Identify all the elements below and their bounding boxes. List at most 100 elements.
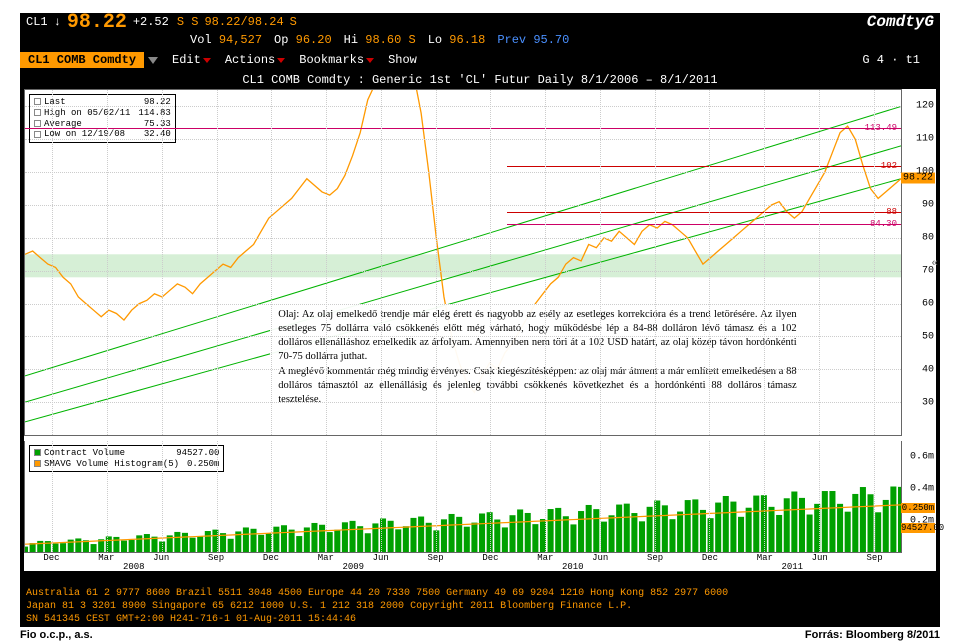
x-year: 2011 [781,562,803,572]
gridline [271,90,272,435]
menu-arrow-icon [366,58,374,63]
gridline [874,90,875,435]
gridline [25,205,901,206]
resistance-line [507,166,901,167]
x-tick: Sep [866,553,882,563]
chevrons-right-icon[interactable]: « [931,258,938,270]
menu-arrow-icon [277,58,285,63]
price-ytick: 40 [922,364,934,375]
gridline [162,90,163,435]
info-row: Contract Volume94527.00 [34,448,219,459]
info-row: SMAVG Volume Histogram(5)0.250m [34,459,219,470]
bid-ask: 98.22/98.24 [204,15,283,29]
footer-line-1: Australia 61 2 9777 8600 Brazil 5511 304… [26,587,934,600]
price-ytick: 30 [922,397,934,408]
gridline [25,304,901,305]
instrument-title[interactable]: CL1 COMB Comdty [20,52,144,68]
x-tick: Sep [427,553,443,563]
x-tick: Jun [373,553,389,563]
volume-pane[interactable]: Contract Volume94527.00SMAVG Volume Hist… [24,441,902,553]
x-year: 2009 [342,562,364,572]
lo-value: 96.18 [449,33,485,47]
price-pane[interactable]: Last98.22High on 05/02/11114.83Average75… [24,89,902,436]
vol-label: Vol [190,33,212,47]
volume-info-box: Contract Volume94527.00SMAVG Volume Hist… [29,445,224,473]
gridline [326,90,327,435]
gridline [25,402,901,403]
source-right: Forrás: Bloomberg 8/2011 [805,629,940,641]
x-tick: Mar [757,553,773,563]
header-row-2: Vol 94,527 Op 96.20 Hi 98.60 S Lo 96.18 … [20,31,940,49]
level-label: 102 [879,161,899,171]
x-year: 2008 [123,562,145,572]
chart-area: Last98.22High on 05/02/11114.83Average75… [24,89,936,571]
price-ytick: 60 [922,298,934,309]
gridline [709,441,710,552]
x-tick: Sep [208,553,224,563]
price-ytick: 100 [916,166,934,177]
gridline [655,90,656,435]
vol-ytick: 0.2m [910,515,934,526]
x-tick: Jun [592,553,608,563]
x-tick: Mar [98,553,114,563]
gridline [764,90,765,435]
chart-subheader: CL1 COMB Comdty : Generic 1st 'CL' Futur… [20,71,940,89]
menu-arrow-icon [203,58,211,63]
gridline [764,441,765,552]
gridline [655,441,656,552]
header-row-1: CL1 ↓ 98.22 +2.52 S S 98.22/98.24 S Comd… [20,13,940,31]
terminal-footer: Australia 61 2 9777 8600 Brazil 5511 304… [20,585,940,627]
resistance-line [25,128,901,129]
gridline [490,90,491,435]
bloomberg-terminal: CL1 ↓ 98.22 +2.52 S S 98.22/98.24 S Comd… [20,13,940,627]
gridline [326,441,327,552]
menu-bookmarks[interactable]: Bookmarks [295,53,378,67]
lo-label: Lo [428,33,442,47]
gridline [436,90,437,435]
x-tick: Dec [702,553,718,563]
gridline [381,90,382,435]
gridline [52,441,53,552]
gridline [819,90,820,435]
gridline [600,441,601,552]
gridline [25,139,901,140]
resistance-line [507,224,901,225]
gridline [874,441,875,552]
gridline [271,441,272,552]
prev-label: Prev [497,33,526,47]
flags-right: S [290,15,297,29]
menu-bar: CL1 COMB Comdty Edit Actions Bookmarks Show… [20,49,940,71]
level-label: 113.49 [863,123,899,133]
resistance-line [507,212,901,213]
gridline [381,441,382,552]
price-ytick: 50 [922,331,934,342]
gridline [545,90,546,435]
gridline [545,441,546,552]
gridline [107,441,108,552]
change: +2.52 [133,15,169,29]
gridline [217,441,218,552]
menu-show[interactable]: Show [384,53,421,67]
hi-label: Hi [344,33,358,47]
menu-actions[interactable]: Actions [221,53,289,67]
hi-value: 98.60 [365,33,401,47]
prev-value: 95.70 [533,33,569,47]
gridline [25,106,901,107]
vol-ytick: 0.6m [910,451,934,462]
x-tick: Jun [812,553,828,563]
footer-line-2: Japan 81 3 3201 8900 Singapore 65 6212 1… [26,600,934,613]
time-x-axis: DecMarJunSepDecMarJunSepDecMarJunSepDecM… [24,553,902,571]
trend-arrow: ↓ [54,15,61,29]
gridline [107,90,108,435]
ticker: CL1 [26,15,48,29]
menu-edit[interactable]: Edit [168,53,215,67]
x-tick: Sep [647,553,663,563]
flags-left: S S [177,15,199,29]
gridline [25,238,901,239]
dropdown-icon[interactable] [148,57,158,64]
gridline [25,271,901,272]
x-tick: Dec [263,553,279,563]
x-tick: Mar [318,553,334,563]
level-label: 84.30 [868,219,899,229]
layout-g4-t1: G 4 · t1 [862,53,920,67]
